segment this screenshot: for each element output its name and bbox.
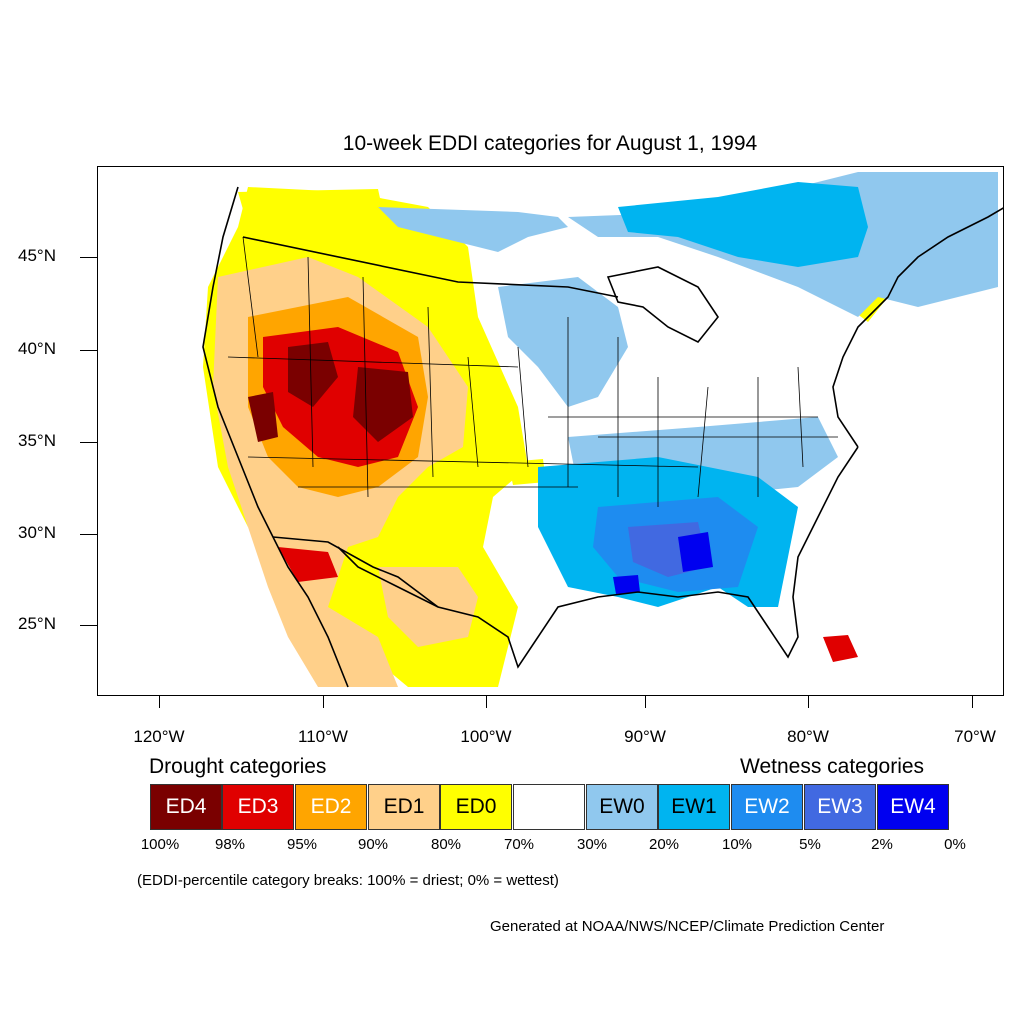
legend-swatch-ew1: EW1 <box>658 784 730 830</box>
legend-swatch-ed1: ED1 <box>368 784 440 830</box>
great-lakes <box>606 266 719 344</box>
legend-swatch-ew0: EW0 <box>586 784 658 830</box>
legend-swatch-ew3: EW3 <box>804 784 876 830</box>
state-lines <box>227 236 838 507</box>
lon-tick-120 <box>159 696 160 708</box>
lon-tick-90 <box>645 696 646 708</box>
lon-tick-70 <box>972 696 973 708</box>
lat-label-40: 40°N <box>18 339 56 358</box>
lon-label-110: 110°W <box>298 727 348 746</box>
legend-break: 98% <box>214 836 246 853</box>
lon-tick-110 <box>323 696 324 708</box>
lon-tick-100 <box>486 696 487 708</box>
lat-label-25: 25°N <box>18 614 56 633</box>
legend-break: 90% <box>357 836 389 853</box>
legend-break: 30% <box>576 836 608 853</box>
lat-label-30: 30°N <box>18 523 56 542</box>
lon-label-120: 120°W <box>133 727 185 746</box>
lat-label-35: 35°N <box>18 431 56 450</box>
region-ed1-southtx <box>378 567 478 647</box>
legend-break: 95% <box>286 836 318 853</box>
lat-tick-30 <box>80 534 97 535</box>
region-ew4-louisiana <box>613 575 640 594</box>
legend-swatch-normal <box>513 784 585 830</box>
region-ed3-cuba <box>823 635 858 662</box>
legend-break: 2% <box>871 836 893 853</box>
legend-note: (EDDI-percentile category breaks: 100% =… <box>137 872 559 889</box>
coastline-east <box>832 207 1003 448</box>
legend-break: 5% <box>799 836 821 853</box>
lon-label-80: 80°W <box>787 727 829 746</box>
legend-break: 70% <box>503 836 535 853</box>
lon-label-90: 90°W <box>624 727 666 746</box>
lat-tick-25 <box>80 625 97 626</box>
legend-swatch-ew4: EW4 <box>877 784 949 830</box>
region-ed4-nevada <box>248 392 278 442</box>
region-ew4-alabama <box>678 532 713 572</box>
region-ed0-north <box>238 189 383 227</box>
region-ew0-north <box>378 207 568 252</box>
eddi-map <box>202 172 1003 688</box>
region-ed4-colorado <box>353 367 413 442</box>
region-ed0-texas-blob <box>508 459 546 485</box>
region-ed4-utah <box>288 342 338 407</box>
legend-swatch-ew2: EW2 <box>731 784 803 830</box>
legend-break: 10% <box>721 836 753 853</box>
legend-break: 20% <box>648 836 680 853</box>
lon-tick-80 <box>808 696 809 708</box>
lon-label-70: 70°W <box>954 727 996 746</box>
legend-wetness-heading: Wetness categories <box>740 755 925 778</box>
map-plot-area <box>97 166 1004 696</box>
us-mexico-border <box>272 536 439 608</box>
coastline-gulf <box>337 446 859 669</box>
lat-tick-45 <box>80 257 97 258</box>
credit-text: Generated at NOAA/NWS/NCEP/Climate Predi… <box>490 918 885 935</box>
map-title: 10-week EDDI categories for August 1, 19… <box>342 132 758 155</box>
legend-break: 100% <box>140 836 180 853</box>
legend-swatch-ed4: ED4 <box>150 784 222 830</box>
coastline-west <box>202 186 349 688</box>
legend-drought-heading: Drought categories <box>149 755 327 778</box>
legend-swatch-ed3: ED3 <box>222 784 294 830</box>
legend-break: 0% <box>944 836 966 853</box>
region-ew1-canada <box>618 182 868 267</box>
lat-label-45: 45°N <box>18 246 56 265</box>
region-ew0-midwest <box>498 277 628 407</box>
lon-label-100: 100°W <box>460 727 512 746</box>
legend-swatch-ed0: ED0 <box>440 784 512 830</box>
legend-break: 80% <box>430 836 462 853</box>
lat-tick-40 <box>80 350 97 351</box>
legend-swatch-ed2: ED2 <box>295 784 367 830</box>
us-canada-border <box>242 236 619 298</box>
lat-tick-35 <box>80 442 97 443</box>
